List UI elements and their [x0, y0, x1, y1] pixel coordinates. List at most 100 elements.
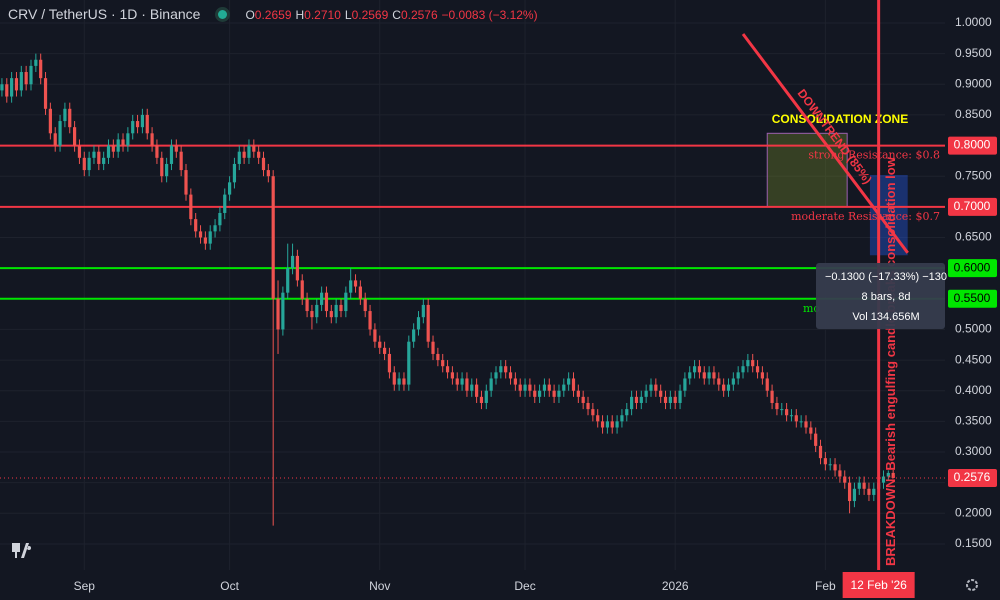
- candle-body: [436, 353, 440, 361]
- y-tick-label: 0.3000: [955, 444, 992, 458]
- candle-body: [809, 427, 813, 434]
- candle-body: [382, 347, 387, 354]
- line-label: moderate Resistance: $0.7: [791, 210, 940, 223]
- candle-body: [77, 145, 82, 158]
- candle-body: [271, 176, 275, 299]
- zone-label: CONSOLIDATION ZONE: [772, 112, 908, 126]
- legend-key: H: [295, 8, 305, 22]
- y-tick-label: 1.0000: [955, 15, 992, 29]
- candle-body: [368, 311, 372, 330]
- candle-body: [596, 415, 600, 422]
- candle-body: [169, 145, 174, 164]
- candle-body: [329, 311, 333, 318]
- candle-body: [615, 421, 619, 428]
- legend-key: L: [344, 8, 352, 22]
- candle-body: [194, 219, 198, 232]
- candle-body: [232, 163, 237, 183]
- candle-body: [198, 231, 203, 238]
- candle-body: [358, 286, 362, 299]
- candle-body: [295, 255, 300, 281]
- settings-button[interactable]: [966, 579, 978, 591]
- candle-body: [305, 298, 309, 312]
- candle-body: [780, 409, 784, 411]
- candle-body: [494, 372, 498, 379]
- candle-body: [610, 421, 614, 428]
- candle-body: [63, 108, 67, 122]
- y-tick-label: 0.8500: [955, 107, 992, 121]
- x-tick-label: Feb: [815, 579, 836, 593]
- candle-body: [823, 458, 827, 465]
- tv-logo: [12, 543, 31, 558]
- candle-body: [523, 384, 527, 391]
- candle-body: [668, 396, 672, 403]
- candle-body: [775, 402, 779, 410]
- y-tick-label: 0.9500: [955, 46, 992, 60]
- candle-body: [416, 317, 421, 330]
- crosshair-date-label: 12 Feb '26: [850, 578, 907, 592]
- candle-body: [707, 372, 711, 379]
- candle-body: [218, 212, 222, 226]
- symbol-title[interactable]: CRV / TetherUS · 1D · Binance: [8, 6, 201, 22]
- ohlc-legend: O0.2659 H0.2710 L0.2569 C0.2576: [241, 6, 437, 22]
- candle-body: [242, 151, 246, 158]
- candle-body: [378, 341, 382, 348]
- candle-body: [97, 151, 101, 164]
- candle-body: [334, 304, 338, 318]
- candle-body: [450, 372, 454, 379]
- candle-body: [649, 384, 653, 391]
- candle-body: [746, 360, 750, 367]
- candle-body: [484, 390, 488, 403]
- candle-body: [39, 59, 43, 79]
- candle-body: [499, 366, 503, 373]
- candle-body: [547, 384, 551, 391]
- candle-body: [237, 151, 241, 164]
- candle-body: [174, 145, 178, 152]
- candle-body: [261, 157, 266, 171]
- candle-body: [121, 139, 125, 146]
- x-tick-label: Nov: [369, 579, 390, 593]
- candle-body: [339, 304, 343, 312]
- candle-body: [43, 78, 48, 109]
- candle-body: [208, 231, 212, 244]
- candle-body: [533, 390, 537, 397]
- price-tag: [948, 136, 997, 155]
- candle-body: [165, 163, 169, 177]
- candle-body: [315, 304, 319, 318]
- candle-body: [528, 384, 532, 391]
- last-price-label: 0.2576: [954, 470, 991, 484]
- candle-body: [678, 390, 682, 403]
- legend-value: 0.2569: [351, 8, 389, 22]
- candle-body: [135, 121, 140, 128]
- candle-body: [72, 127, 77, 146]
- candle-body: [518, 384, 522, 391]
- line-label: strong Resistance: $0.8: [808, 149, 940, 162]
- candle-body: [363, 298, 367, 312]
- candle-body: [324, 292, 329, 312]
- candle-body: [203, 237, 207, 244]
- candle-body: [460, 378, 464, 385]
- candle-body: [179, 151, 183, 171]
- candle-body: [567, 378, 571, 385]
- candle-body: [140, 114, 145, 128]
- candle-body: [150, 133, 154, 146]
- candle-body: [412, 329, 416, 342]
- candle-body: [755, 366, 760, 373]
- candle-body: [320, 292, 324, 305]
- tooltip-line: 8 bars, 8d: [862, 291, 911, 303]
- candle-body: [785, 409, 789, 416]
- x-tick-label: Dec: [514, 579, 535, 593]
- candle-body: [557, 390, 561, 397]
- candle-body: [731, 378, 735, 385]
- candle-body: [508, 372, 513, 379]
- candle-body: [184, 170, 188, 195]
- candle-body: [470, 384, 474, 391]
- candle-body: [717, 378, 721, 385]
- candle-body: [634, 396, 639, 403]
- tooltip-line: Vol 134.656M: [852, 311, 919, 323]
- candle-body: [673, 396, 677, 403]
- crosshair-date-tag: [842, 572, 915, 598]
- legend-key: C: [392, 8, 401, 22]
- candle-body: [353, 280, 358, 287]
- candle-body: [145, 114, 149, 134]
